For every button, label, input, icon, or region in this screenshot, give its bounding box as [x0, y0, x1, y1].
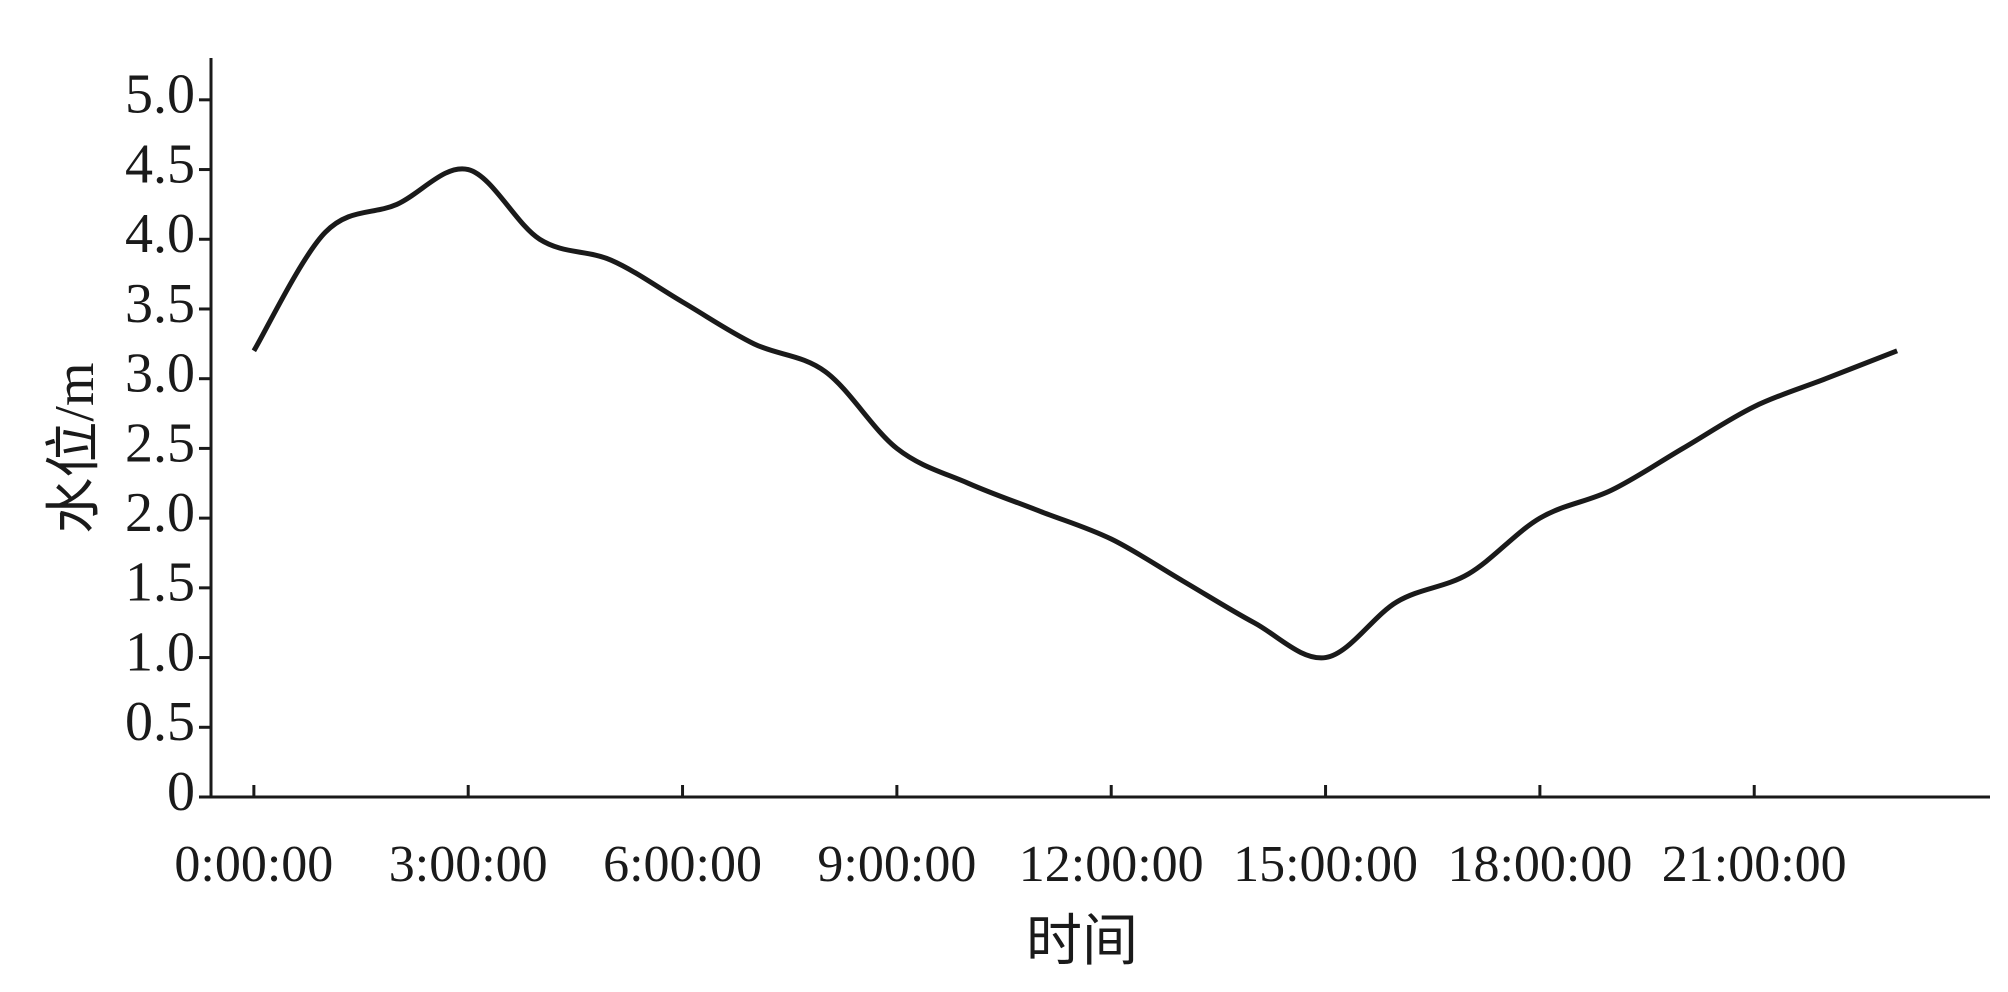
- x-tick-label: 18:00:00: [1447, 836, 1632, 893]
- x-tick-label: 3:00:00: [389, 836, 548, 893]
- x-tick-label: 0:00:00: [174, 836, 333, 893]
- x-tick-label: 9:00:00: [817, 836, 976, 893]
- y-tick-label: 3.5: [125, 273, 195, 335]
- y-tick-label: 2.0: [125, 482, 195, 544]
- y-tick-label: 2.5: [125, 412, 195, 474]
- y-tick-label: 3.0: [125, 343, 195, 405]
- y-tick-label: 5.0: [125, 64, 195, 126]
- x-tick-label: 6:00:00: [603, 836, 762, 893]
- y-tick-label: 1.5: [125, 552, 195, 614]
- x-tick-label: 21:00:00: [1662, 836, 1847, 893]
- y-tick-label: 0: [167, 761, 195, 823]
- y-tick-label: 4.0: [125, 203, 195, 265]
- data-line: [251, 166, 1899, 661]
- x-tick-label: 12:00:00: [1019, 836, 1204, 893]
- y-tick-label: 1.0: [125, 621, 195, 683]
- x-axis-title: 时间: [1026, 911, 1138, 973]
- x-tick-label: 15:00:00: [1233, 836, 1418, 893]
- y-tick-label: 0.5: [125, 691, 195, 753]
- y-axis-title: 水位/m: [44, 362, 106, 533]
- y-tick-label: 4.5: [125, 133, 195, 195]
